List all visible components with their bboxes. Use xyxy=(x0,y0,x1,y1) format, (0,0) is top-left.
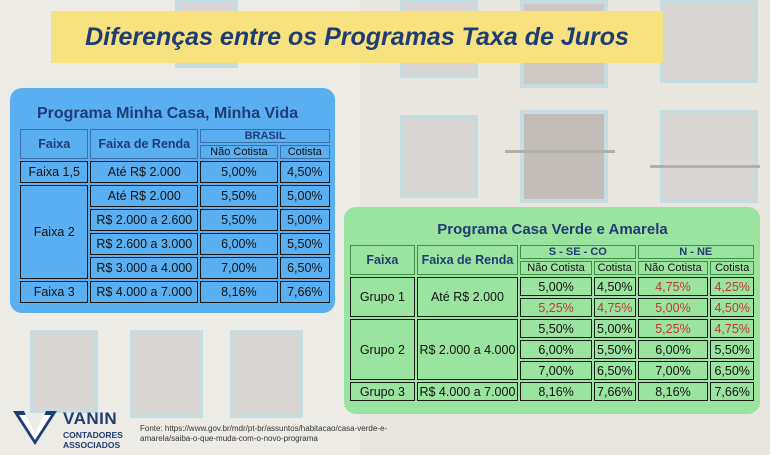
rate-cell: 5,50% xyxy=(200,209,278,231)
rate-cell: 5,00% xyxy=(279,185,330,207)
renda-cell: R$ 2.600 a 3.000 xyxy=(90,233,199,255)
renda-cell: R$ 2.000 a 2.600 xyxy=(90,209,199,231)
faixa-cell: Faixa 3 xyxy=(20,281,89,303)
rate-cell: 5,00% xyxy=(637,298,709,317)
rate-cell: 5,25% xyxy=(637,319,709,338)
rate-cell: 6,50% xyxy=(594,361,636,380)
renda-cell: R$ 3.000 a 4.000 xyxy=(90,257,199,279)
header-renda: Faixa de Renda xyxy=(416,245,519,275)
faixa-cell: Faixa 1,5 xyxy=(20,161,89,183)
rate-cell: 7,00% xyxy=(520,361,592,380)
v-logo-icon xyxy=(13,411,57,445)
header-region-s-se-co: S - SE - CO xyxy=(520,245,636,259)
grupo-cell: Grupo 3 xyxy=(350,382,415,401)
program1-title: Programa Minha Casa, Minha Vida xyxy=(36,105,299,122)
renda-cell: Até R$ 2.000 xyxy=(90,161,199,183)
rate-cell: 4,25% xyxy=(710,277,754,296)
rate-cell: 4,50% xyxy=(710,298,754,317)
title-banner: Diferenças entre os Programas Taxa de Ju… xyxy=(51,11,663,63)
rate-cell: 7,66% xyxy=(594,382,636,401)
rate-cell: 6,00% xyxy=(520,340,592,359)
rate-cell: 6,50% xyxy=(710,361,754,380)
header-cotista: Cotista xyxy=(594,261,636,275)
rate-cell: 5,00% xyxy=(594,319,636,338)
page-title: Diferenças entre os Programas Taxa de Ju… xyxy=(85,22,629,51)
program1-panel xyxy=(10,88,335,313)
rate-cell: 8,16% xyxy=(200,281,278,303)
source-text: Fonte: https://www.gov.br/mdr/pt-br/assu… xyxy=(140,424,388,443)
rate-cell: 7,66% xyxy=(279,281,330,303)
rate-cell: 4,50% xyxy=(279,161,330,183)
rate-cell: 5,50% xyxy=(520,319,592,338)
rate-cell: 5,50% xyxy=(710,340,754,359)
rate-cell: 4,75% xyxy=(637,277,709,296)
header-faixa: Faixa xyxy=(350,245,415,275)
header-renda: Faixa de Renda xyxy=(90,129,199,159)
logo-name: VANIN xyxy=(63,409,118,428)
renda-cell: R$ 4.000 a 7.000 xyxy=(90,281,199,303)
rate-cell: 6,00% xyxy=(200,233,278,255)
header-cotista: Cotista xyxy=(279,145,330,159)
rate-cell: 8,16% xyxy=(637,382,709,401)
header-faixa: Faixa xyxy=(20,129,89,159)
program1-table: Faixa Faixa de Renda BRASIL Não Cotista … xyxy=(18,127,332,305)
rate-cell: 4,75% xyxy=(710,319,754,338)
renda-cell: Até R$ 2.000 xyxy=(416,277,519,317)
rate-cell: 5,50% xyxy=(200,185,278,207)
header-nao-cotista: Não Cotista xyxy=(637,261,709,275)
header-nao-cotista: Não Cotista xyxy=(520,261,592,275)
rate-cell: 8,16% xyxy=(520,382,592,401)
rate-cell: 4,50% xyxy=(594,277,636,296)
logo-line1: CONTADORES xyxy=(63,430,123,440)
rate-cell: 4,75% xyxy=(594,298,636,317)
grupo-cell: Grupo 1 xyxy=(350,277,415,317)
renda-cell: Até R$ 2.000 xyxy=(90,185,199,207)
rate-cell: 5,25% xyxy=(520,298,592,317)
rate-cell: 5,50% xyxy=(279,233,330,255)
header-cotista: Cotista xyxy=(710,261,754,275)
renda-cell: R$ 2.000 a 4.000 xyxy=(416,319,519,380)
rate-cell: 7,00% xyxy=(637,361,709,380)
program2-title: Programa Casa Verde e Amarela xyxy=(437,221,668,238)
rate-cell: 6,00% xyxy=(637,340,709,359)
rate-cell: 5,50% xyxy=(594,340,636,359)
rate-cell: 5,00% xyxy=(279,209,330,231)
rate-cell: 7,00% xyxy=(200,257,278,279)
header-region-n-ne: N - NE xyxy=(637,245,754,259)
rate-cell: 6,50% xyxy=(279,257,330,279)
rate-cell: 7,66% xyxy=(710,382,754,401)
header-brasil: BRASIL xyxy=(200,129,330,143)
program2-table: Faixa Faixa de Renda S - SE - CO N - NE … xyxy=(348,243,756,403)
header-nao-cotista: Não Cotista xyxy=(200,145,278,159)
renda-cell: R$ 4.000 a 7.000 xyxy=(416,382,519,401)
grupo-cell: Grupo 2 xyxy=(350,319,415,380)
vanin-logo: VANIN CONTADORES ASSOCIADOS xyxy=(10,409,140,450)
logo-line2: ASSOCIADOS xyxy=(63,440,121,450)
rate-cell: 5,00% xyxy=(520,277,592,296)
rate-cell: 5,00% xyxy=(200,161,278,183)
faixa-cell: Faixa 2 xyxy=(20,185,89,279)
